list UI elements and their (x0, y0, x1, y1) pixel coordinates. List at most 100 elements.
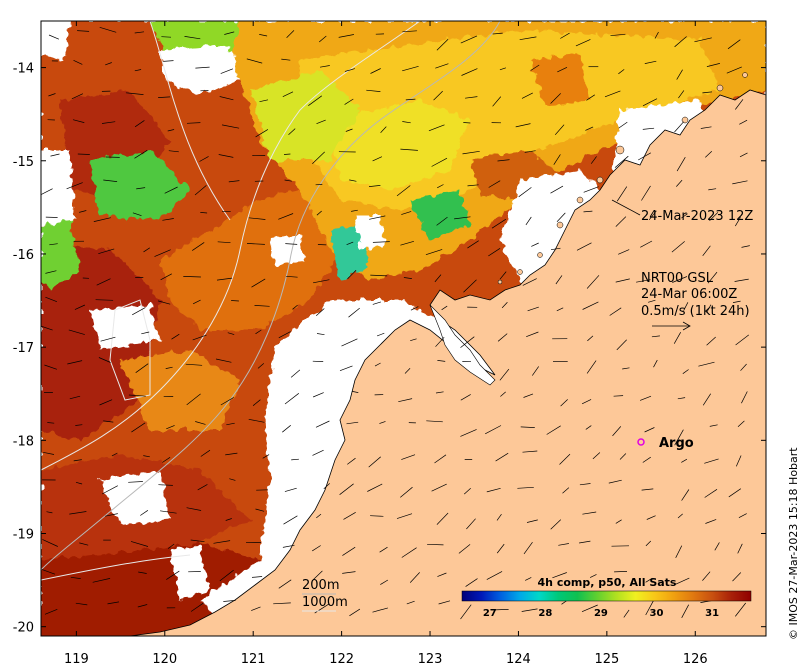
current-vector (184, 36, 201, 40)
current-vector (50, 153, 60, 157)
current-vector (158, 484, 173, 486)
current-vector (291, 458, 299, 461)
current-vector (681, 213, 688, 219)
current-vector (410, 306, 419, 311)
current-vector (257, 363, 265, 369)
current-vector (616, 186, 628, 202)
current-vector (681, 458, 688, 463)
current-vector (220, 68, 234, 74)
current-vector (525, 577, 532, 581)
current-vector (609, 307, 622, 316)
current-vector (674, 429, 684, 446)
current-vector (278, 331, 291, 339)
current-vector (519, 36, 537, 41)
current-vector (107, 601, 120, 605)
current-vector (556, 212, 566, 223)
current-vector (229, 478, 236, 481)
current-vector (499, 271, 507, 280)
current-vector (259, 34, 268, 37)
current-vector (255, 129, 269, 138)
current-vector (522, 278, 537, 286)
current-vector (282, 544, 295, 548)
current-vector (702, 571, 711, 581)
current-vector (706, 63, 720, 67)
current-vector (217, 241, 231, 244)
current-vector (400, 240, 414, 246)
current-vector (437, 572, 447, 577)
current-vector (672, 276, 688, 283)
current-vector (586, 275, 600, 289)
current-vector (435, 391, 444, 394)
current-vector (524, 150, 536, 153)
current-vector (278, 213, 294, 220)
current-vector (579, 540, 591, 544)
land-mass (129, 21, 766, 636)
current-vector (438, 600, 451, 605)
current-vector (735, 99, 744, 110)
lat-tick-label: -19 (13, 528, 34, 543)
current-vector (639, 395, 652, 401)
current-vector (286, 275, 298, 278)
current-vector (615, 278, 630, 283)
current-vector (372, 156, 383, 162)
current-vector (143, 247, 150, 253)
current-vector (273, 602, 291, 605)
current-vector (515, 123, 531, 128)
current-vector (675, 545, 683, 558)
current-vector (254, 305, 270, 307)
current-vector (105, 513, 118, 517)
current-vector (141, 331, 150, 335)
current-vector (708, 188, 717, 191)
image-time-leader (611, 199, 641, 216)
current-vector (246, 58, 263, 64)
lon-tick-label: 121 (241, 652, 266, 667)
current-vector (140, 510, 149, 516)
current-vector (460, 429, 477, 437)
current-vector (526, 331, 539, 338)
current-vector (437, 360, 446, 362)
current-vector (194, 185, 207, 196)
current-vector (77, 153, 90, 155)
current-vector (465, 96, 478, 99)
current-vector (738, 513, 747, 519)
lat-tick-label: -15 (13, 155, 34, 170)
current-vector (622, 367, 630, 370)
current-vector (613, 395, 624, 397)
axes: 119 120 121 122 123 124 125 126 -14 -15 -16 -17 -18 -… (13, 21, 766, 667)
current-vector (216, 277, 233, 281)
current-vector (530, 64, 540, 71)
current-vector (103, 179, 118, 182)
current-vector (225, 518, 232, 521)
current-vector (158, 96, 171, 98)
current-vector (735, 334, 750, 346)
current-vector (676, 69, 683, 80)
current-vector (42, 539, 58, 547)
current-vector (463, 279, 477, 293)
current-vector (619, 453, 627, 460)
current-vector (465, 578, 478, 587)
current-vector (370, 68, 381, 74)
current-vector (642, 127, 655, 130)
current-vector (171, 333, 180, 340)
current-vector (705, 151, 713, 158)
current-vector (369, 215, 386, 220)
current-vector (225, 452, 238, 456)
current-vector (186, 507, 202, 511)
current-vector (339, 483, 354, 495)
current-vector (154, 249, 171, 257)
current-vector (316, 333, 325, 336)
current-vector (559, 453, 571, 465)
current-vector (428, 124, 445, 132)
current-vector (740, 363, 747, 371)
current-vector (308, 95, 323, 106)
current-vector (582, 511, 597, 515)
current-vector (67, 360, 83, 365)
current-vector (737, 543, 743, 554)
current-vector (246, 243, 265, 245)
current-vector (589, 574, 597, 578)
current-vector (454, 216, 471, 220)
current-vector (218, 154, 234, 158)
current-vector (168, 150, 179, 153)
current-vector (495, 452, 509, 462)
